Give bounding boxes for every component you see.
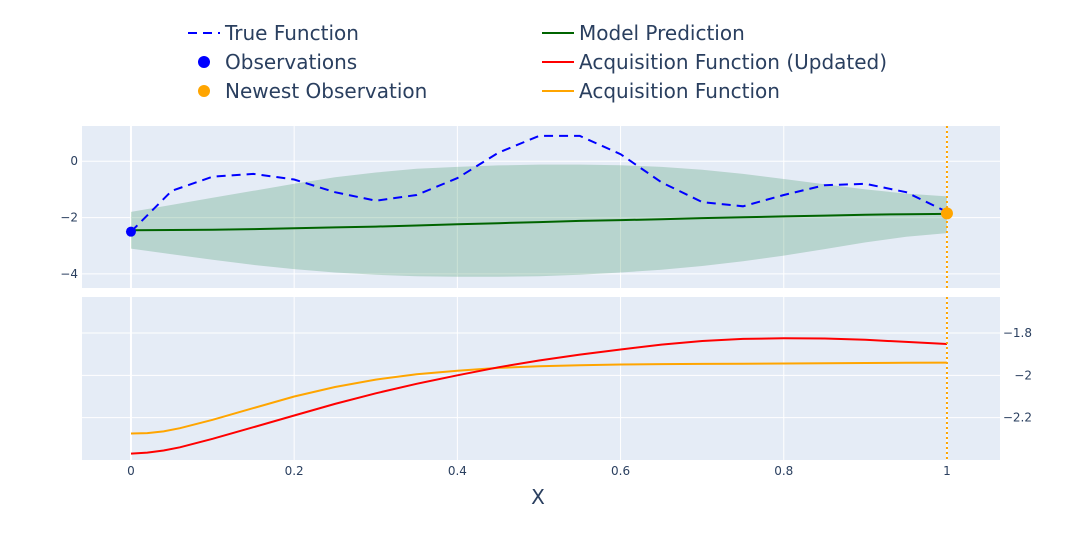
legend-label: Observations [225, 50, 357, 74]
x-tick-label: 1 [943, 464, 951, 478]
legend-item: Model Prediction [542, 21, 745, 45]
legend-item: Acquisition Function (Updated) [542, 50, 887, 74]
bottom-panel: −2.2 −2 −1.8 [82, 297, 1032, 460]
top-y-tick-label: −4 [60, 267, 78, 281]
x-tick-label: 0.2 [285, 464, 304, 478]
legend-marker [198, 56, 210, 68]
bottom-y-tick-label: −2 [1014, 368, 1032, 382]
x-tick-label: 0 [127, 464, 135, 478]
legend-label: Acquisition Function (Updated) [579, 50, 887, 74]
bottom-plot-background [82, 297, 1000, 460]
legend-label: Newest Observation [225, 79, 427, 103]
legend-label: Model Prediction [579, 21, 745, 45]
model-prediction-line [130, 212, 948, 232]
legend-item: Acquisition Function [542, 79, 780, 103]
bottom-y-tick-label: −1.8 [1003, 326, 1032, 340]
true-function-line [130, 134, 948, 233]
top-panel: −4 −2 0 [60, 126, 1000, 288]
legend-item: Newest Observation [198, 79, 427, 103]
legend: True Function Model Prediction Observation… [188, 21, 887, 103]
x-axis-title: X [531, 485, 545, 509]
top-y-tick-label: −2 [60, 211, 78, 225]
legend-marker [198, 85, 210, 97]
legend-item: Observations [198, 50, 357, 74]
legend-item: True Function [188, 21, 359, 45]
bottom-y-tick-label: −2.2 [1003, 411, 1032, 425]
top-plot-background [82, 126, 1000, 288]
legend-label: Acquisition Function [579, 79, 780, 103]
acquisition-updated-line [130, 337, 948, 455]
top-y-tick-label: 0 [70, 154, 78, 168]
x-axis: 0 0.2 0.4 0.6 0.8 1 X [127, 464, 951, 509]
x-tick-label: 0.6 [611, 464, 630, 478]
observation-point [125, 226, 136, 237]
legend-label: True Function [224, 21, 359, 45]
newest-observation-point [940, 207, 953, 220]
x-tick-label: 0.8 [774, 464, 793, 478]
x-tick-label: 0.4 [448, 464, 467, 478]
